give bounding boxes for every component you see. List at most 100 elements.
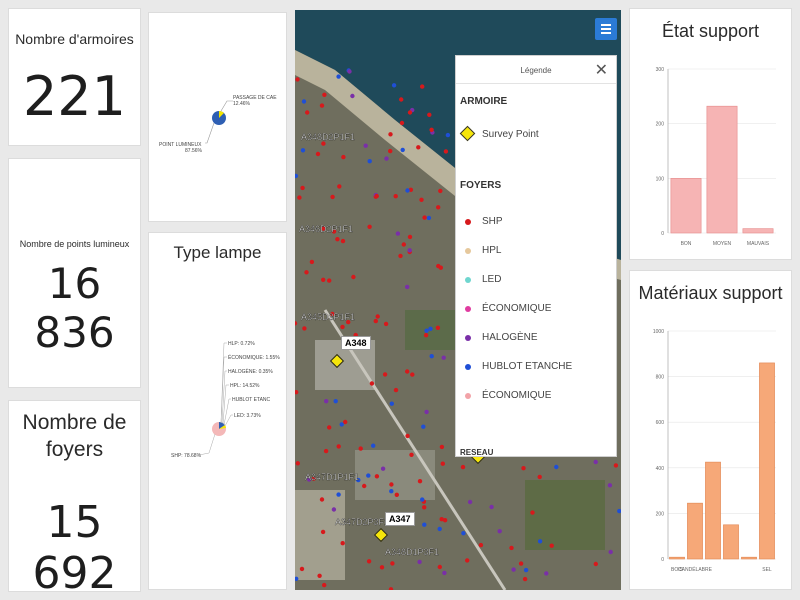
map-point[interactable] <box>422 215 427 220</box>
map-point[interactable] <box>321 141 326 146</box>
map-point[interactable] <box>443 149 449 154</box>
bar[interactable] <box>669 556 685 560</box>
map-point[interactable] <box>309 259 315 265</box>
map-point[interactable] <box>509 545 514 551</box>
map-point[interactable] <box>420 84 425 89</box>
map-point[interactable] <box>467 499 473 505</box>
map-point[interactable] <box>394 492 399 497</box>
map-point[interactable] <box>405 369 410 374</box>
map-point[interactable] <box>419 197 424 202</box>
legend-icon[interactable] <box>595 18 617 40</box>
pie-chart[interactable]: PASSAGE DE CAE 12.46% POINT LUMINEUX 87.… <box>149 13 287 222</box>
map-point[interactable] <box>319 103 325 108</box>
map-point[interactable] <box>340 238 346 244</box>
pie-slice-passage-de-cae[interactable] <box>219 111 224 118</box>
map-point[interactable] <box>521 466 526 471</box>
map-point[interactable] <box>366 473 371 478</box>
map-point[interactable] <box>423 333 429 338</box>
map-point[interactable] <box>371 443 376 448</box>
map-point[interactable] <box>301 99 307 104</box>
map-point[interactable] <box>441 355 446 360</box>
map-point[interactable] <box>295 576 299 581</box>
map-point[interactable] <box>478 542 484 548</box>
map-point[interactable] <box>341 154 346 160</box>
map-point[interactable] <box>367 224 372 229</box>
map-point[interactable] <box>388 148 393 154</box>
map-point[interactable] <box>388 132 393 137</box>
map-point[interactable] <box>460 464 466 470</box>
map-point[interactable] <box>613 463 619 468</box>
map-point[interactable] <box>347 69 352 74</box>
pie-slice-led[interactable] <box>219 425 226 429</box>
map-point[interactable] <box>399 97 404 102</box>
map-point[interactable] <box>333 399 338 404</box>
bar[interactable] <box>670 178 702 234</box>
map-point[interactable] <box>380 466 386 471</box>
map-point[interactable] <box>304 270 309 275</box>
map-point[interactable] <box>369 381 375 386</box>
map-point[interactable] <box>429 354 434 359</box>
map-point[interactable] <box>340 541 345 546</box>
map-point[interactable] <box>330 194 335 200</box>
map-point[interactable] <box>295 173 299 179</box>
map-point[interactable] <box>422 505 427 510</box>
bar-chart[interactable]: 0 100 200 300 BON MOYEN MAUVAIS <box>630 9 792 260</box>
map-point[interactable] <box>593 561 598 567</box>
map-point[interactable] <box>295 77 300 82</box>
map-point[interactable] <box>399 120 405 126</box>
map-point[interactable] <box>407 234 413 240</box>
map-point[interactable] <box>324 399 329 404</box>
map-point[interactable] <box>428 326 433 331</box>
map-point[interactable] <box>393 194 398 199</box>
map-point[interactable] <box>608 549 613 555</box>
map-point[interactable] <box>554 464 559 470</box>
map-point[interactable] <box>408 187 414 192</box>
map-point[interactable] <box>405 188 410 193</box>
map-point[interactable] <box>537 474 542 480</box>
map-point[interactable] <box>438 265 443 270</box>
map-point[interactable] <box>445 132 451 138</box>
map-point[interactable] <box>297 195 302 200</box>
map-point[interactable] <box>295 390 299 395</box>
map-point[interactable] <box>544 571 549 576</box>
map-point[interactable] <box>424 409 429 415</box>
pie-slice-hpl[interactable] <box>219 421 225 429</box>
map-point[interactable] <box>340 324 345 330</box>
map-point[interactable] <box>336 74 341 79</box>
map-point[interactable] <box>373 318 378 324</box>
map-point[interactable] <box>382 372 388 377</box>
map-point[interactable] <box>436 205 441 210</box>
map-point[interactable] <box>321 277 326 282</box>
map-point[interactable] <box>442 518 448 523</box>
map-point[interactable] <box>305 110 310 115</box>
map-point[interactable] <box>549 543 554 548</box>
map-view[interactable]: A348D2P1F1 A346D2P1F1 A345D3P1F1 A347D1P1F1… <box>295 10 621 590</box>
map-point[interactable] <box>440 461 445 466</box>
pie-chart[interactable]: HLP: 0.72% ÉCONOMIQUE: 1.55% HALOGÈNE: 0… <box>149 233 287 590</box>
map-point[interactable] <box>426 215 432 221</box>
map-point[interactable] <box>424 328 429 333</box>
map-point[interactable] <box>389 482 394 487</box>
map-point[interactable] <box>358 446 363 451</box>
map-point[interactable] <box>405 433 410 439</box>
map-point[interactable] <box>422 522 427 527</box>
map-point[interactable] <box>327 425 332 430</box>
map-point[interactable] <box>438 188 443 194</box>
map-point[interactable] <box>410 372 415 377</box>
map-point[interactable] <box>319 497 325 502</box>
bar[interactable] <box>759 362 775 560</box>
map-point[interactable] <box>331 507 337 512</box>
map-point[interactable] <box>416 145 421 150</box>
map-point[interactable] <box>607 483 613 488</box>
map-point[interactable] <box>311 476 316 481</box>
map-point[interactable] <box>317 573 322 578</box>
map-point[interactable] <box>435 325 441 330</box>
map-point[interactable] <box>530 510 535 515</box>
map-point[interactable] <box>363 143 368 148</box>
map-point[interactable] <box>336 492 341 497</box>
map-point[interactable] <box>343 419 348 425</box>
map-point[interactable] <box>395 231 401 236</box>
map-point[interactable] <box>617 508 621 514</box>
map-point[interactable] <box>383 321 389 327</box>
